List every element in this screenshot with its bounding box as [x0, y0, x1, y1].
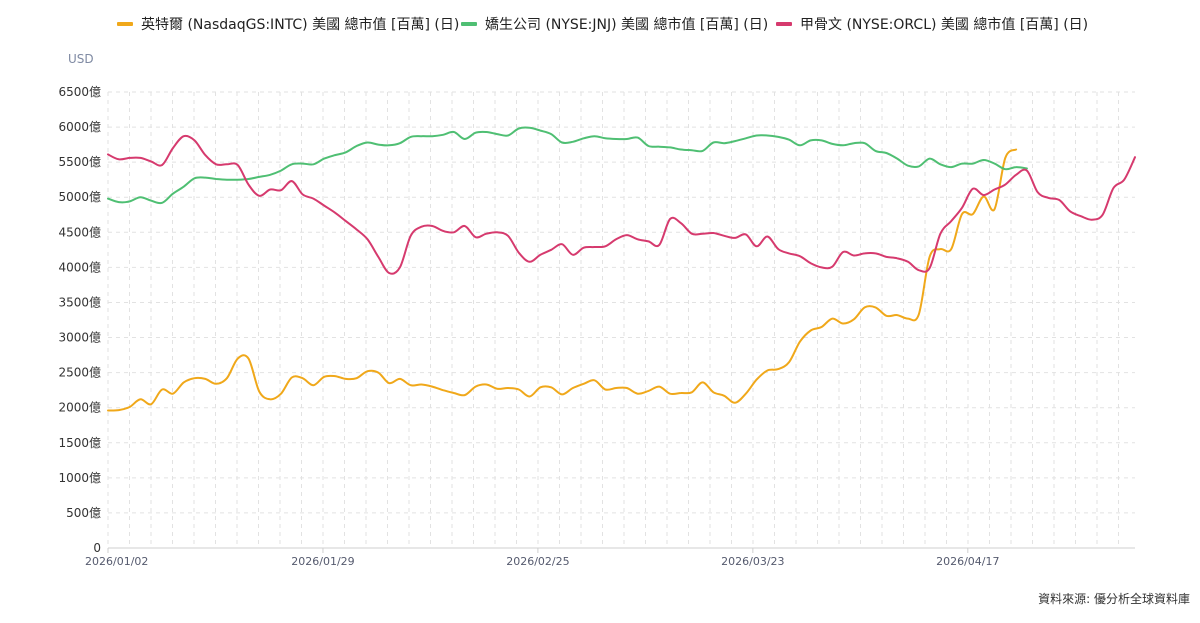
legend: 英特爾 (NasdaqGS:INTC) 美國 總市值 [百萬] (日) 嬌生公司 … — [117, 16, 1088, 33]
y-axis-unit-label: USD — [68, 52, 94, 66]
y-tick-label: 6000億 — [58, 120, 101, 134]
legend-label-orcl[interactable]: 甲骨文 (NYSE:ORCL) 美國 總市值 [百萬] (日) — [800, 16, 1088, 33]
x-tick-label: 2026/01/02 — [85, 555, 148, 568]
y-tick-label: 2000億 — [58, 401, 101, 415]
x-tick-label: 2026/03/23 — [721, 555, 784, 568]
y-tick-label: 500億 — [66, 506, 101, 520]
y-axis-ticks: 0 500億 1000億 1500億 2000億 2500億 3000億 3500億 4000億… — [58, 85, 101, 555]
y-tick-label: 2500億 — [58, 366, 101, 380]
series-lines — [107, 126, 1136, 412]
y-tick-label: 6500億 — [58, 85, 101, 99]
series-line-orcl[interactable] — [107, 134, 1136, 275]
legend-label-jnj[interactable]: 嬌生公司 (NYSE:JNJ) 美國 總市值 [百萬] (日) — [485, 16, 768, 33]
y-tick-label: 3500億 — [58, 295, 101, 309]
legend-label-intc[interactable]: 英特爾 (NasdaqGS:INTC) 美國 總市值 [百萬] (日) — [141, 16, 459, 33]
legend-swatch-orcl — [776, 22, 792, 26]
x-tick-label: 2026/02/25 — [506, 555, 569, 568]
y-tick-label: 1000億 — [58, 471, 101, 485]
legend-swatch-jnj — [461, 22, 477, 26]
y-tick-label: 5000億 — [58, 190, 101, 204]
x-axis-ticks: 2026/01/02 2026/01/29 2026/02/25 2026/03/23… — [85, 548, 1000, 568]
x-tick-label: 2026/04/17 — [936, 555, 999, 568]
series-line-jnj[interactable] — [107, 126, 1028, 205]
y-tick-label: 1500億 — [58, 436, 101, 450]
y-tick-label: 0 — [93, 541, 101, 555]
grid — [107, 91, 1135, 549]
y-tick-label: 3000億 — [58, 331, 101, 345]
series-line-intc[interactable] — [107, 148, 1018, 412]
y-tick-label: 5500億 — [58, 155, 101, 169]
data-source-label: 資料來源: 優分析全球資料庫 — [1038, 591, 1190, 606]
legend-swatch-intc — [117, 22, 133, 26]
y-tick-label: 4000億 — [58, 260, 101, 274]
x-tick-label: 2026/01/29 — [291, 555, 354, 568]
y-tick-label: 4500億 — [58, 225, 101, 239]
